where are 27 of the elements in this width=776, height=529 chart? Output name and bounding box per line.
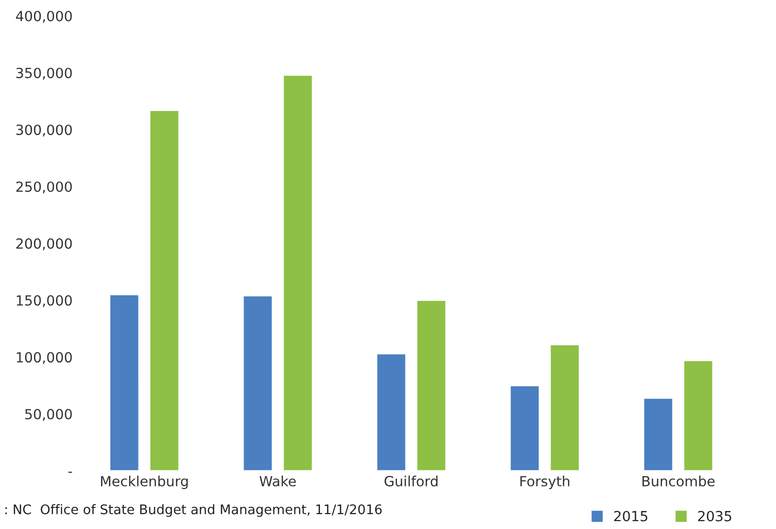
y-tick-label: 250,000 — [16, 181, 72, 194]
legend-label: 2035 — [698, 510, 732, 522]
legend-label: 2015 — [614, 510, 648, 522]
y-tick-label: 300,000 — [16, 124, 72, 136]
x-tick-label: Guilford — [384, 476, 438, 486]
y-tick-label: 50,000 — [25, 408, 72, 421]
bar — [108, 294, 140, 471]
x-tick-label: Buncombe — [642, 476, 715, 486]
y-tick-label: 200,000 — [16, 238, 72, 250]
bar — [509, 384, 540, 471]
y-tick-label: 400,000 — [16, 10, 72, 23]
y-tick-label: - — [68, 472, 72, 473]
bar — [416, 300, 447, 471]
bar — [242, 294, 274, 471]
bar — [282, 74, 314, 471]
bar — [642, 397, 674, 471]
bar — [376, 352, 407, 471]
bar — [549, 344, 580, 471]
y-tick-label: 350,000 — [16, 68, 72, 80]
x-tick-label: Mecklenburg — [101, 476, 188, 490]
y-tick-label: 150,000 — [16, 295, 72, 308]
bar — [682, 360, 714, 471]
y-tick-label: 100,000 — [16, 352, 72, 364]
x-tick-label: Wake — [260, 476, 296, 486]
x-tick-label: Forsyth — [520, 476, 570, 490]
bar — [148, 110, 180, 471]
text: : NC Office of State Budget and Management, 11/1/2016 — [5, 504, 382, 517]
